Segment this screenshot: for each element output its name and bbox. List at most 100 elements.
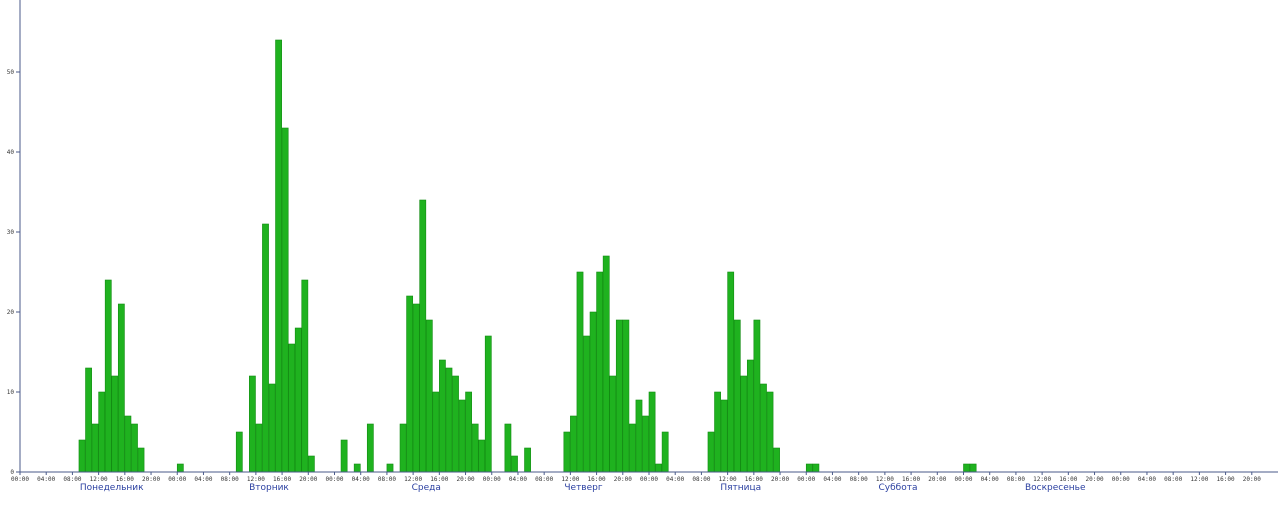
bar <box>773 447 780 473</box>
x-tick-label: 20:00 <box>142 476 160 483</box>
bar <box>969 463 977 473</box>
y-tick-label: 20 <box>7 309 15 316</box>
bar <box>484 335 492 473</box>
x-tick-label: 16:00 <box>1059 476 1077 483</box>
bar <box>963 463 970 473</box>
x-tick-label: 12:00 <box>1190 476 1208 483</box>
x-tick-label: 04:00 <box>666 476 684 483</box>
bar <box>524 447 531 473</box>
x-tick-label: 20:00 <box>299 476 317 483</box>
bar <box>412 303 420 473</box>
bar <box>288 343 296 473</box>
x-tick-label: 04:00 <box>194 476 212 483</box>
bar <box>661 431 669 473</box>
y-tick-label: 0 <box>10 469 14 476</box>
bar <box>386 463 394 473</box>
bar <box>635 399 643 473</box>
bar <box>117 303 125 473</box>
x-tick-label: 08:00 <box>692 476 710 483</box>
bar <box>465 391 472 473</box>
bar <box>602 255 610 473</box>
bars-group <box>78 39 977 473</box>
x-tick-label: 04:00 <box>823 476 841 483</box>
bar <box>471 423 479 473</box>
bar <box>131 423 138 473</box>
x-tick-label: 00:00 <box>11 476 29 483</box>
bar <box>629 423 636 473</box>
x-tick-label: 04:00 <box>1138 476 1156 483</box>
x-tick-label: 04:00 <box>981 476 999 483</box>
bar <box>570 415 577 473</box>
bar <box>733 319 741 473</box>
x-tick-label: 16:00 <box>588 476 606 483</box>
y-axis-ticks: 0 10 20 30 40 50 <box>7 69 20 476</box>
x-tick-label: 00:00 <box>640 476 658 483</box>
x-tick-label: 08:00 <box>850 476 868 483</box>
bar <box>85 367 92 473</box>
bar <box>432 391 440 473</box>
x-tick-label: 04:00 <box>352 476 370 483</box>
x-tick-label: 08:00 <box>63 476 81 483</box>
x-tick-label: 16:00 <box>273 476 291 483</box>
bar <box>301 279 309 473</box>
bar <box>583 335 590 473</box>
bar <box>753 319 761 473</box>
bar <box>720 399 728 473</box>
x-tick-label: 16:00 <box>745 476 763 483</box>
bar <box>111 375 119 473</box>
x-tick-label: 04:00 <box>37 476 55 483</box>
x-tick-label: 16:00 <box>430 476 448 483</box>
bar <box>137 447 145 473</box>
bar <box>452 375 459 473</box>
bar <box>504 423 512 473</box>
bar <box>812 463 820 473</box>
day-label: Понедельник <box>80 483 144 493</box>
day-label: Вторник <box>249 483 289 493</box>
bar <box>609 375 617 473</box>
bar <box>235 431 243 473</box>
x-tick-label: 12:00 <box>876 476 894 483</box>
bar <box>760 383 767 473</box>
day-label: Пятница <box>720 483 761 493</box>
y-tick-label: 40 <box>7 149 15 156</box>
day-label: Суббота <box>878 483 917 493</box>
bar <box>294 327 302 473</box>
bar <box>478 439 486 473</box>
bar <box>707 431 715 473</box>
bar <box>727 271 735 473</box>
x-tick-label: 12:00 <box>247 476 265 483</box>
x-tick-label: 04:00 <box>509 476 527 483</box>
day-label: Четверг <box>564 483 603 493</box>
y-tick-label: 30 <box>7 229 15 236</box>
day-label: Среда <box>412 483 441 493</box>
bar <box>439 359 446 473</box>
bar <box>648 391 656 473</box>
x-tick-label: 12:00 <box>561 476 579 483</box>
bar <box>563 431 571 473</box>
day-label: Воскресенье <box>1025 483 1086 493</box>
x-tick-label: 00:00 <box>954 476 972 483</box>
x-tick-label: 08:00 <box>1164 476 1182 483</box>
bar <box>589 311 597 473</box>
bar <box>596 271 604 473</box>
x-tick-label: 08:00 <box>535 476 553 483</box>
bar <box>124 415 132 473</box>
bar <box>353 463 361 473</box>
bar <box>740 375 748 473</box>
bar <box>340 439 348 473</box>
day-labels: Понедельник Вторник Среда Четверг Пятница Суб… <box>80 483 1086 493</box>
bar <box>268 383 276 473</box>
x-tick-label: 20:00 <box>614 476 632 483</box>
y-tick-label: 50 <box>7 69 15 76</box>
x-tick-label: 00:00 <box>483 476 501 483</box>
bar <box>511 455 518 473</box>
bar <box>425 319 433 473</box>
bar <box>249 375 256 473</box>
x-tick-label: 00:00 <box>797 476 815 483</box>
bar <box>91 423 99 473</box>
bar <box>622 319 630 473</box>
bar <box>746 359 754 473</box>
bar <box>642 415 649 473</box>
bar <box>576 271 584 473</box>
